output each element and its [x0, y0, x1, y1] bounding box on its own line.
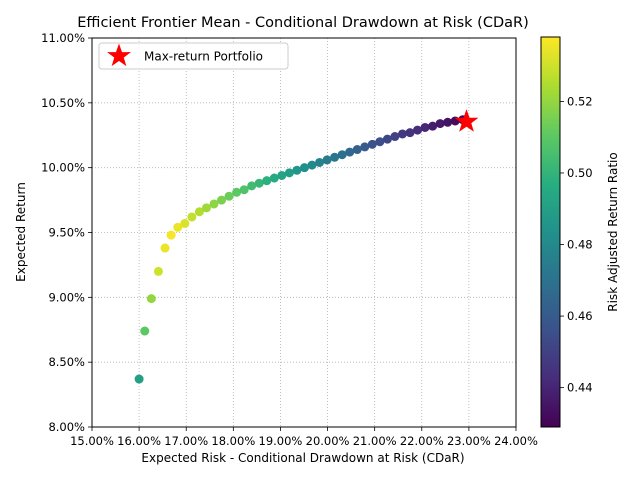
colorbar-tick-label: 0.46 — [567, 309, 593, 323]
colorbar-tick-label: 0.50 — [567, 166, 593, 180]
legend: Max-return Portfolio — [98, 42, 289, 70]
grid-lines — [91, 37, 517, 428]
scatter-point — [209, 199, 219, 209]
colorbar-tick-label: 0.44 — [567, 381, 593, 395]
scatter-point — [153, 266, 163, 276]
scatter-point — [322, 155, 332, 165]
x-tick-label: 16.00% — [117, 434, 161, 448]
scatter-point — [166, 230, 176, 240]
scatter-point — [187, 212, 197, 222]
scatter-point — [330, 152, 340, 162]
colorbar-label: Risk Adjusted Return Ratio — [606, 152, 620, 311]
x-tick-label: 18.00% — [211, 434, 255, 448]
y-axis-label: Expected Return — [14, 182, 28, 282]
scatter-point — [420, 122, 430, 132]
x-axis-label: Expected Risk - Conditional Drawdown at … — [141, 451, 464, 465]
scatter-point — [307, 160, 317, 170]
x-tick-label: 23.00% — [447, 434, 491, 448]
x-axis-ticks: 15.00% 16.00% 17.00% 18.00% 19.00% 20.00% 21.0… — [70, 427, 538, 448]
scatter-point — [239, 185, 249, 195]
scatter-point — [375, 137, 385, 147]
scatter-point — [284, 168, 294, 178]
y-axis-ticks: 8.00% 8.50% 9.00% 9.50% 10.00% 10.50% 11.00% — [41, 31, 92, 434]
x-tick-label: 17.00% — [164, 434, 208, 448]
scatter-point — [345, 147, 355, 157]
x-tick-label: 22.00% — [400, 434, 444, 448]
y-tick-label: 8.00% — [48, 420, 85, 434]
scatter-point — [173, 222, 183, 232]
scatter-point — [428, 121, 438, 131]
scatter-point — [277, 170, 287, 180]
scatter-point — [146, 294, 156, 304]
scatter-point — [254, 178, 264, 188]
scatter-point — [435, 119, 445, 129]
y-tick-label: 11.00% — [41, 31, 85, 45]
colorbar-tick-label: 0.48 — [567, 238, 593, 252]
scatter-point — [224, 191, 234, 201]
y-tick-label: 9.00% — [48, 290, 85, 304]
y-tick-label: 8.50% — [48, 355, 85, 369]
scatter-point — [180, 218, 190, 228]
scatter-points — [134, 115, 468, 384]
scatter-point — [367, 139, 377, 149]
y-tick-label: 9.50% — [48, 226, 85, 240]
scatter-point — [232, 187, 242, 197]
scatter-point — [292, 165, 302, 175]
legend-entry-label: Max-return Portfolio — [144, 50, 263, 64]
max-return-marker-layer — [454, 109, 479, 132]
scatter-point — [194, 207, 204, 217]
scatter-point — [299, 163, 309, 173]
scatter-point — [315, 157, 325, 167]
scatter-point — [262, 176, 272, 186]
x-tick-label: 19.00% — [259, 434, 303, 448]
x-tick-label: 20.00% — [306, 434, 350, 448]
scatter-point — [217, 195, 227, 205]
scatter-point — [413, 125, 423, 135]
chart-title: Efficient Frontier Mean - Conditional Dr… — [77, 15, 528, 31]
scatter-point — [443, 117, 453, 127]
scatter-point — [140, 326, 150, 336]
scatter-point — [337, 150, 347, 160]
scatter-point — [352, 145, 362, 155]
max-return-star — [454, 109, 479, 132]
x-tick-label: 21.00% — [353, 434, 397, 448]
y-tick-label: 10.50% — [41, 96, 85, 110]
scatter-point — [397, 129, 407, 139]
scatter-point — [382, 134, 392, 144]
scatter-point — [390, 132, 400, 142]
colorbar-tick-label: 0.52 — [567, 94, 593, 108]
scatter-point — [405, 128, 415, 138]
legend-box — [98, 42, 289, 70]
scatter-point — [134, 374, 144, 384]
scatter-point — [201, 203, 211, 213]
x-tick-label: 15.00% — [70, 434, 114, 448]
y-tick-label: 10.00% — [41, 161, 85, 175]
scatter-point — [247, 181, 257, 191]
scatter-point — [269, 173, 279, 183]
scatter-point — [360, 142, 370, 152]
scatter-point — [160, 243, 170, 253]
x-tick-label: 24.00% — [494, 434, 538, 448]
colorbar — [540, 36, 561, 428]
legend-star-icon — [107, 43, 131, 67]
colorbar-ticks: 0.44 0.46 0.48 0.50 0.52 — [560, 94, 593, 395]
